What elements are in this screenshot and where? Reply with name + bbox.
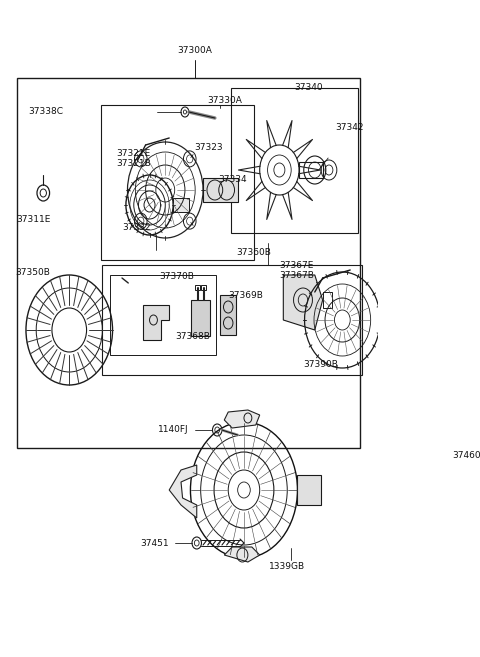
Polygon shape: [191, 300, 210, 336]
Text: 1140FJ: 1140FJ: [158, 426, 189, 434]
Bar: [102, 265, 362, 375]
Text: 37451: 37451: [141, 539, 169, 547]
Bar: [101, 105, 254, 260]
Bar: [202, 285, 206, 290]
Text: 37323: 37323: [194, 143, 223, 152]
Bar: [110, 275, 216, 355]
Text: 37321E: 37321E: [117, 149, 151, 158]
Text: 37311E: 37311E: [16, 215, 50, 224]
Bar: [298, 475, 321, 505]
Polygon shape: [220, 295, 236, 335]
Polygon shape: [224, 410, 260, 428]
Text: 37338C: 37338C: [28, 108, 63, 116]
Text: 37367B: 37367B: [279, 271, 314, 280]
Text: 37321B: 37321B: [117, 159, 151, 168]
Text: 37369B: 37369B: [228, 290, 263, 300]
Text: 37332: 37332: [122, 223, 151, 233]
Text: 37368B: 37368B: [175, 332, 210, 341]
Polygon shape: [283, 275, 323, 330]
Text: 37390B: 37390B: [304, 360, 338, 369]
Text: 37350B: 37350B: [16, 268, 50, 277]
Bar: [323, 292, 332, 308]
Text: 1339GB: 1339GB: [269, 562, 305, 571]
Text: 37460: 37460: [453, 451, 480, 459]
Bar: [195, 285, 200, 290]
Bar: [299, 162, 323, 178]
Text: 37300A: 37300A: [178, 46, 213, 55]
Text: 37330A: 37330A: [207, 96, 242, 105]
Text: 37342: 37342: [335, 124, 364, 133]
Bar: [173, 198, 189, 212]
Bar: [17, 78, 360, 448]
Text: 37334: 37334: [219, 175, 247, 185]
Text: 37340: 37340: [294, 83, 323, 92]
Text: 37370B: 37370B: [160, 272, 194, 281]
Bar: [203, 178, 239, 202]
Polygon shape: [169, 465, 197, 518]
Text: 37367E: 37367E: [279, 261, 314, 270]
Polygon shape: [143, 305, 169, 340]
Text: 37360B: 37360B: [236, 248, 271, 257]
Polygon shape: [224, 547, 260, 562]
Bar: [230, 88, 358, 233]
